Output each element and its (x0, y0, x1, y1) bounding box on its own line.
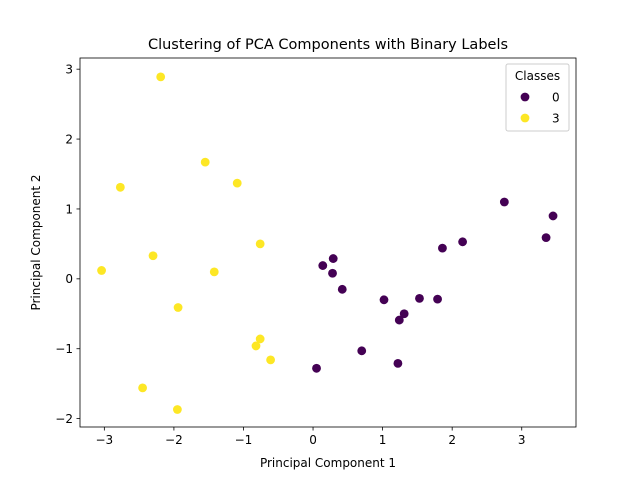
data-point-class-3 (148, 251, 158, 261)
data-point-class-0 (328, 254, 338, 263)
x-tick-label: 1 (379, 433, 387, 447)
y-tick-label: 3 (65, 62, 73, 76)
data-point-class-3 (266, 355, 276, 365)
data-point-class-0 (328, 268, 337, 278)
data-point-class-0 (548, 211, 558, 221)
legend-box (505, 63, 570, 132)
data-point-class-3 (156, 72, 166, 82)
data-point-class-3 (115, 182, 125, 192)
data-point-class-0 (318, 261, 328, 270)
data-point-class-3 (173, 303, 183, 312)
x-tick-label: 3 (518, 433, 526, 447)
legend: Classes 03 (505, 63, 570, 132)
plot-area-frame (79, 57, 577, 428)
x-axis-label: Principal Component 1 (260, 456, 396, 470)
y-axis: −2 −1 0 1 2 3 (55, 62, 80, 426)
legend-title: Classes (515, 69, 560, 83)
data-point-class-3 (200, 157, 210, 167)
data-point-class-3 (172, 405, 182, 414)
data-point-class-0 (399, 309, 409, 319)
legend-marker (520, 92, 530, 102)
y-tick-label: 2 (65, 132, 73, 146)
y-tick-label: −1 (55, 342, 73, 356)
data-point-class-0 (415, 294, 424, 303)
chart-title: Clustering of PCA Components with Binary… (148, 37, 508, 53)
x-tick-label: −1 (235, 433, 253, 447)
data-point-class-3 (255, 334, 265, 344)
legend-marker (520, 113, 530, 123)
x-tick-label: −3 (95, 433, 113, 447)
data-point-class-3 (255, 239, 265, 249)
legend-entries: 03 (520, 90, 560, 125)
data-point-class-0 (312, 363, 321, 373)
data-point-class-0 (499, 197, 509, 207)
points-layer (97, 72, 558, 414)
data-point-class-0 (433, 294, 442, 304)
data-point-class-0 (458, 237, 468, 247)
data-point-class-3 (251, 341, 261, 351)
y-axis-label: Principal Component 2 (29, 174, 43, 310)
data-point-class-3 (97, 266, 106, 275)
data-point-class-3 (209, 267, 219, 277)
data-point-class-0 (541, 233, 551, 243)
x-tick-label: −2 (165, 433, 183, 447)
data-point-class-3 (232, 178, 242, 188)
x-tick-label: 2 (448, 433, 456, 447)
data-point-class-3 (138, 383, 148, 393)
legend-label: 0 (552, 90, 560, 104)
x-axis: −3 −2 −1 0 1 2 3 (95, 427, 526, 447)
y-tick-label: 1 (65, 202, 73, 216)
data-point-class-0 (379, 295, 389, 305)
y-tick-label: −2 (55, 412, 73, 426)
x-tick-label: 0 (309, 433, 317, 447)
data-point-class-0 (357, 346, 367, 356)
data-point-class-0 (394, 315, 404, 325)
data-point-class-0 (393, 359, 403, 368)
data-point-class-0 (337, 284, 347, 294)
data-point-class-0 (438, 243, 447, 253)
y-tick-label: 0 (65, 272, 73, 286)
legend-label: 3 (552, 111, 560, 125)
